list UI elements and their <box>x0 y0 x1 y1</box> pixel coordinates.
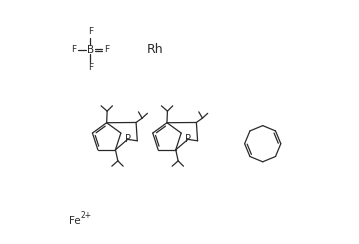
Text: F: F <box>104 45 109 54</box>
Text: F: F <box>88 63 93 72</box>
Text: −: − <box>106 146 112 155</box>
Text: F: F <box>88 27 93 36</box>
Text: P: P <box>185 134 191 144</box>
Text: Fe: Fe <box>69 216 80 226</box>
Text: 2+: 2+ <box>80 211 91 220</box>
Text: P: P <box>125 134 131 144</box>
Text: Rh: Rh <box>147 43 164 56</box>
Text: −: − <box>166 146 173 155</box>
Text: F: F <box>71 45 77 54</box>
Text: B: B <box>87 45 94 55</box>
